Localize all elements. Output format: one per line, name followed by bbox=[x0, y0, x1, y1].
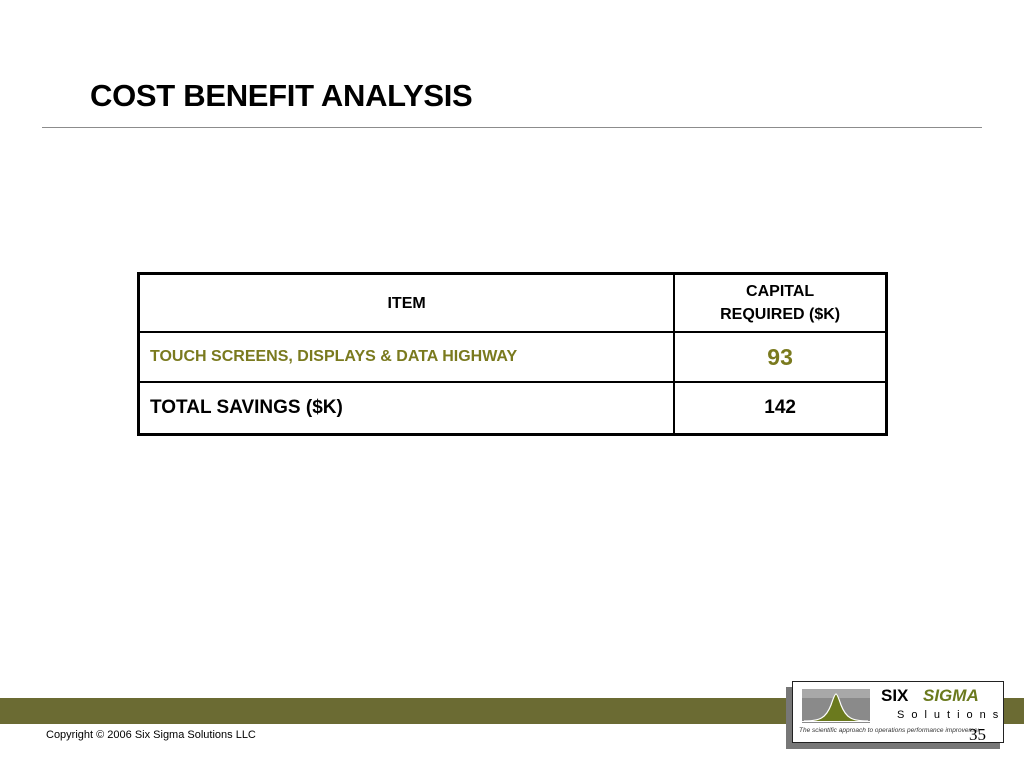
page-title: COST BENEFIT ANALYSIS bbox=[90, 78, 473, 113]
logo-tagline: The scientific approach to operations pe… bbox=[799, 727, 979, 734]
title-divider bbox=[42, 127, 982, 128]
total-value-cell: 142 bbox=[673, 381, 888, 436]
table-row: TOUCH SCREENS, DISPLAYS & DATA HIGHWAY 9… bbox=[137, 331, 888, 383]
logo-text-sigma: SIGMA bbox=[923, 686, 979, 705]
capital-value-cell: 93 bbox=[673, 331, 888, 383]
company-logo: SIX SIGMA Solutions The scientific appro… bbox=[792, 681, 1004, 743]
header-item: ITEM bbox=[137, 272, 676, 333]
header-capital-required: CAPITAL REQUIRED ($K) bbox=[673, 272, 888, 333]
copyright-text: Copyright © 2006 Six Sigma Solutions LLC bbox=[46, 729, 256, 741]
header-capital-line1: CAPITAL bbox=[746, 283, 815, 300]
cost-benefit-table: ITEM CAPITAL REQUIRED ($K) TOUCH SCREENS… bbox=[137, 272, 888, 436]
total-row: TOTAL SAVINGS ($K) 142 bbox=[137, 381, 888, 436]
header-capital-line2: REQUIRED ($K) bbox=[720, 306, 841, 323]
page-number: 35 bbox=[969, 725, 986, 744]
bell-curve-icon bbox=[802, 689, 870, 723]
item-name-cell: TOUCH SCREENS, DISPLAYS & DATA HIGHWAY bbox=[137, 331, 676, 383]
total-label-cell: TOTAL SAVINGS ($K) bbox=[137, 381, 676, 436]
logo-text-solutions: Solutions bbox=[897, 709, 1006, 721]
table-header-row: ITEM CAPITAL REQUIRED ($K) bbox=[137, 272, 888, 333]
logo-text-six: SIX bbox=[881, 686, 909, 705]
